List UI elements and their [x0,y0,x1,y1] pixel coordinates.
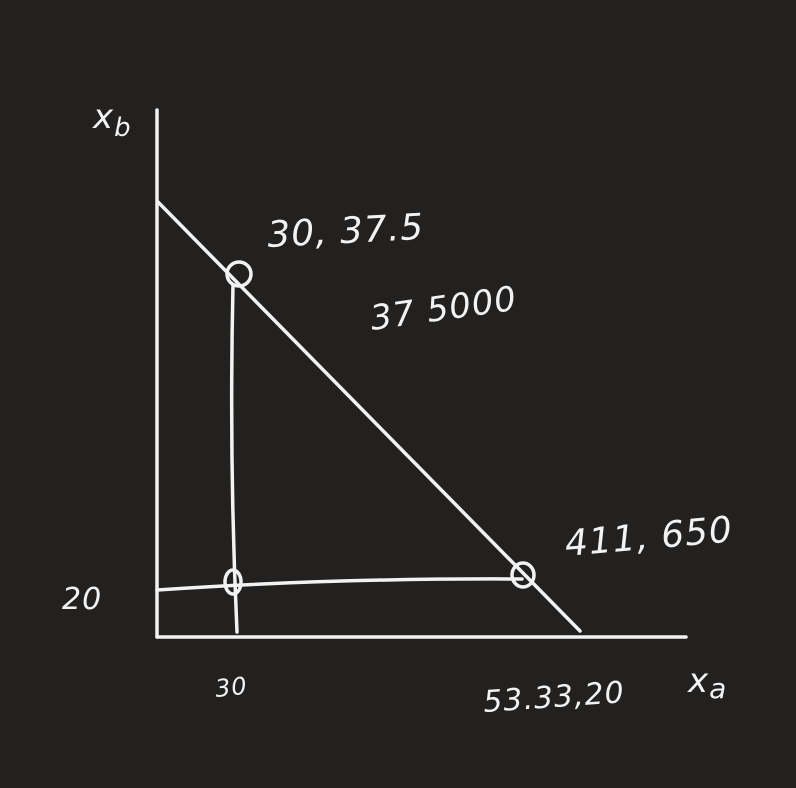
annotation-point-top: 30, 37.5 [266,207,425,256]
annotation-point-right: 411, 650 [563,509,734,565]
corner-point-right [510,561,536,589]
tick-label-y-20: 20 [62,582,102,617]
horizontal-line-y20 [155,577,524,592]
tick-label-x-5333: 53.33,20 [482,675,626,720]
corner-point-top [225,260,253,288]
tick-label-x-30: 30 [214,672,249,703]
corner-point-bottom-left [223,568,243,596]
x-axis-label-sub: a [709,672,727,705]
annotation-point-top-value: 37 5000 [368,279,520,339]
y-axis-label-sub: b [114,113,132,143]
vertical-line-x30 [229,283,239,634]
y-axis-label: xb [92,97,132,143]
x-axis-label: xa [687,661,727,705]
